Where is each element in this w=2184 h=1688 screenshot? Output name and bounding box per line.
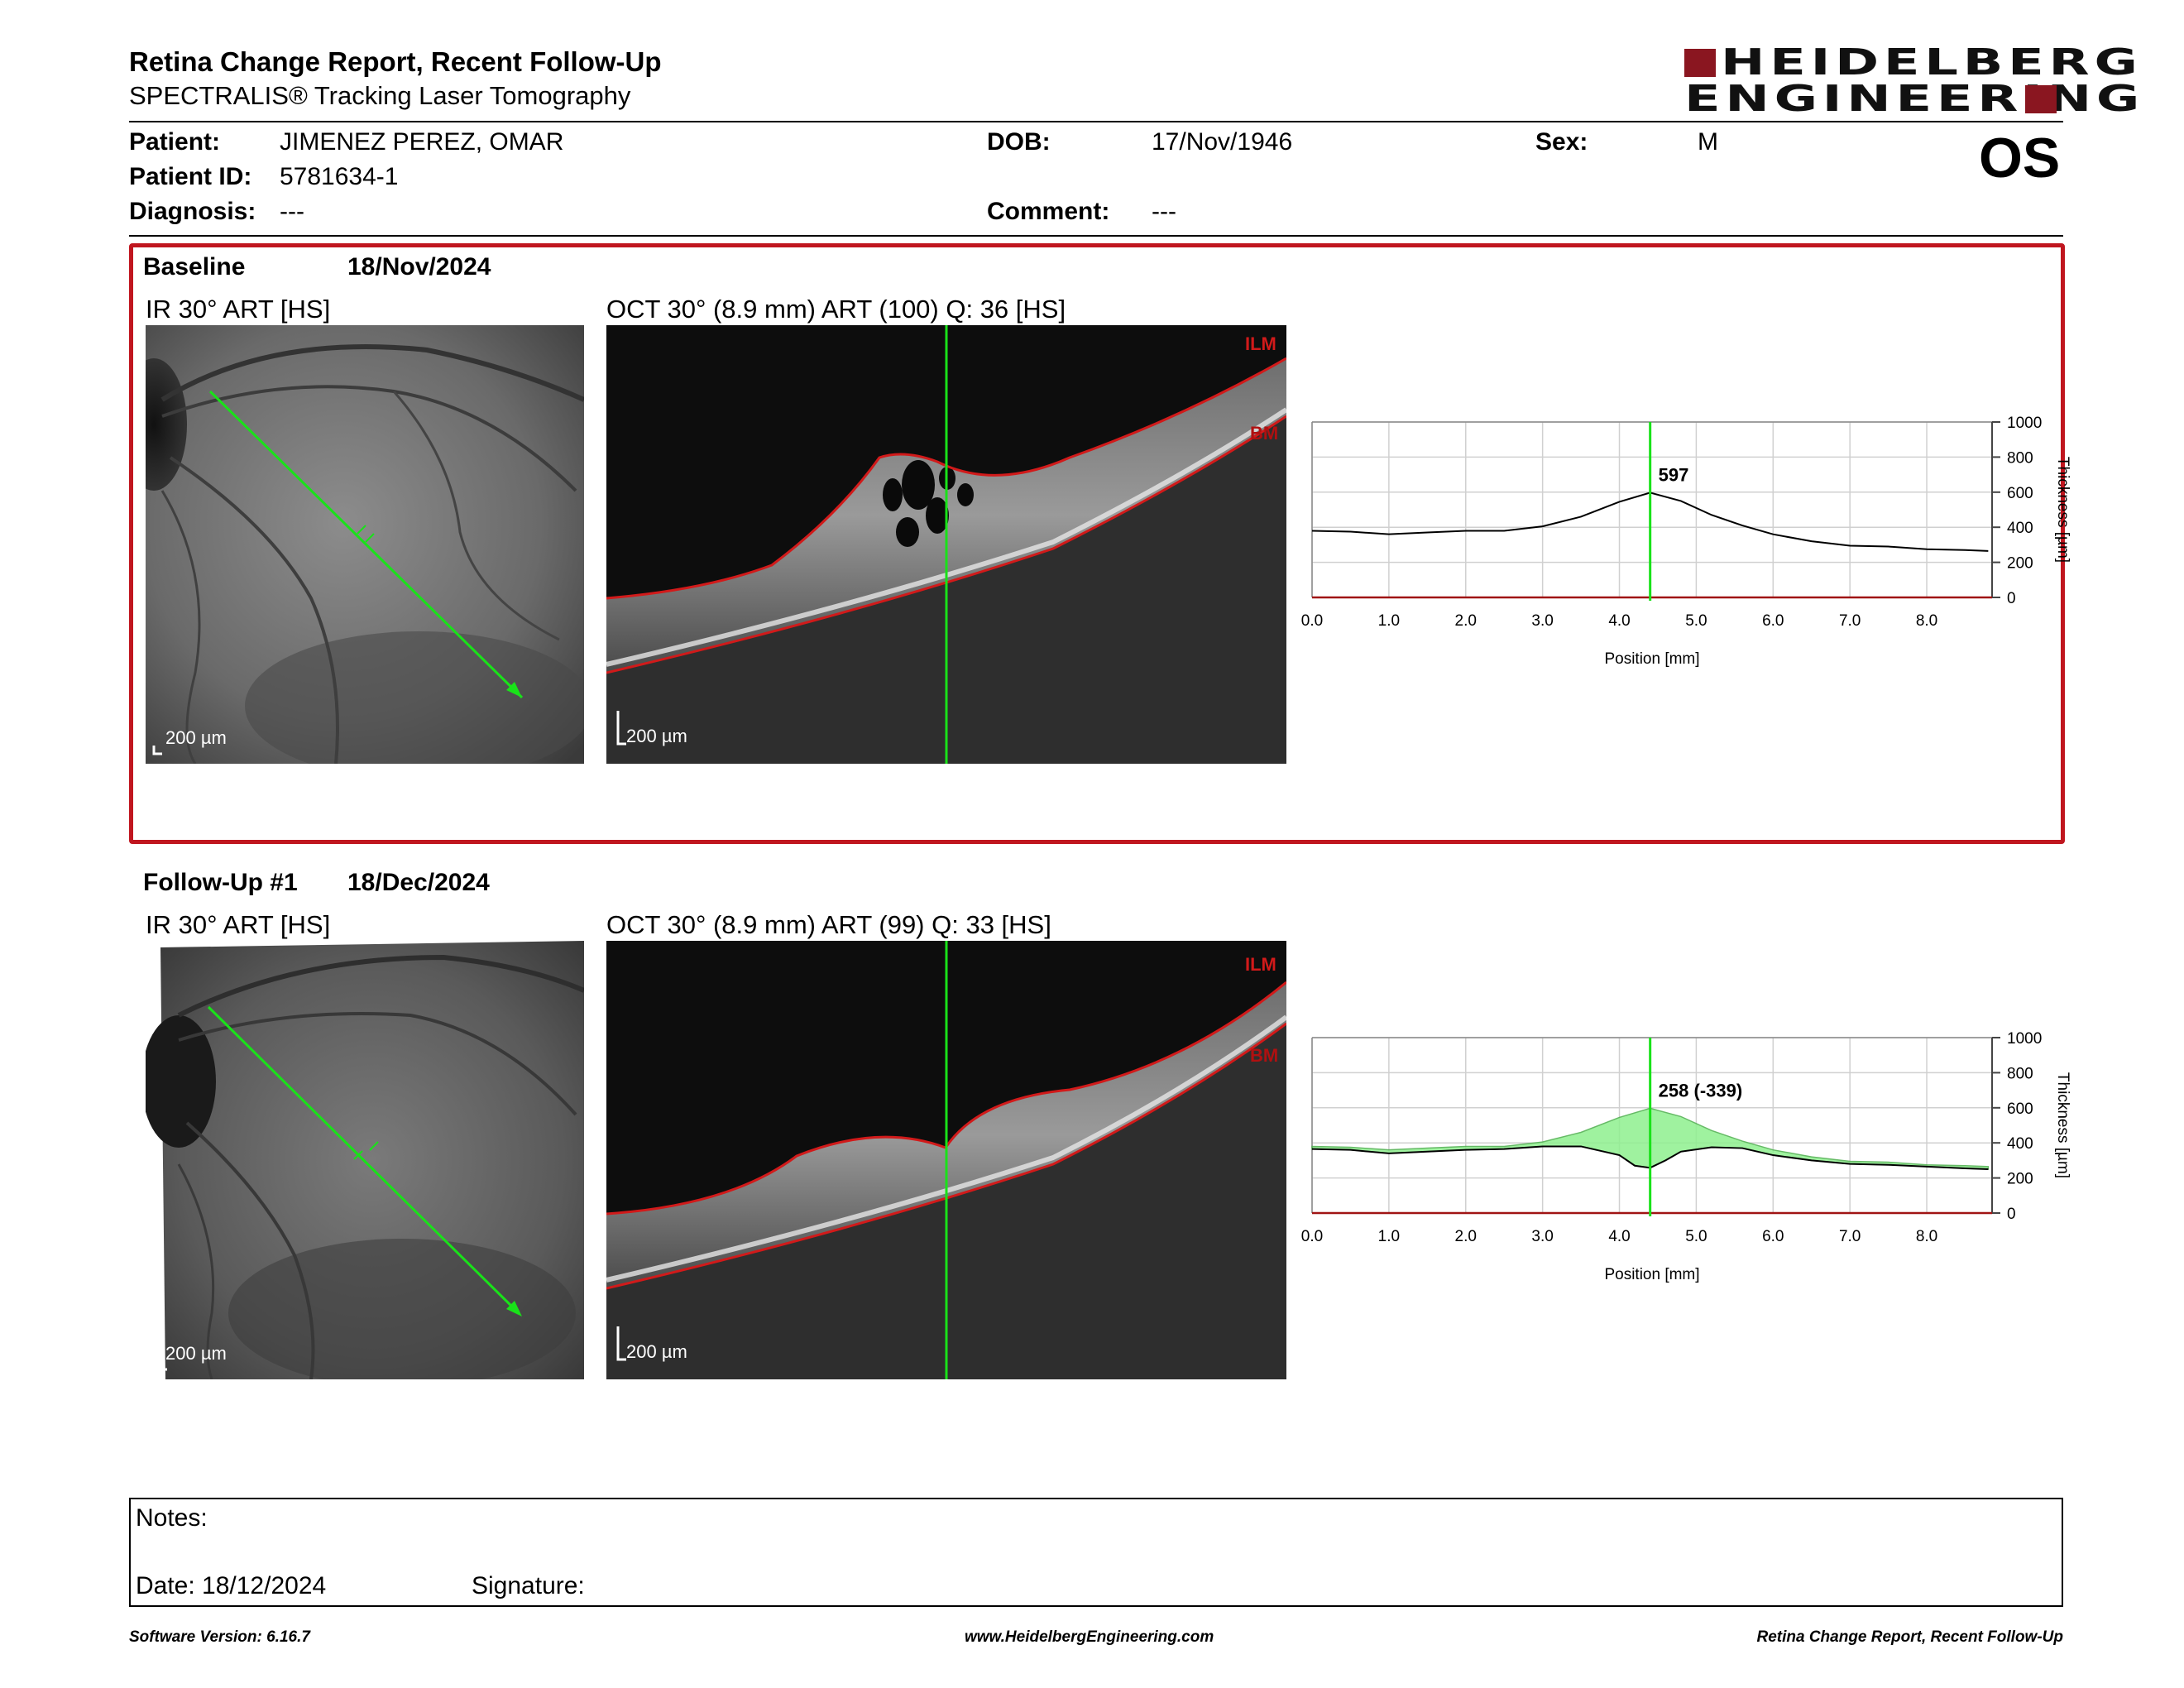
- notes-date: Date: 18/12/2024: [136, 1572, 327, 1599]
- followup-chart-x-tick-label: 1.0: [1378, 1228, 1400, 1245]
- followup-chart-y-tick-label: 1000: [2007, 1030, 2042, 1048]
- baseline-chart-x-tick-label: 7.0: [1839, 612, 1861, 630]
- followup-chart-y-tick-label: 400: [2007, 1135, 2033, 1153]
- logo-square-icon: [2025, 85, 2057, 113]
- signature-label: Signature:: [472, 1572, 585, 1599]
- followup-oct-title: OCT 30° (8.9 mm) ART (99) Q: 33 [HS]: [606, 910, 1051, 939]
- baseline-chart-y-tick-label: 600: [2007, 485, 2033, 502]
- followup-chart-x-tick-label: 8.0: [1916, 1228, 1937, 1245]
- followup-chart-y-tick-label: 200: [2007, 1171, 2033, 1188]
- baseline-oct-image: ILM BM 200 µm: [606, 325, 1286, 764]
- comment-label: Comment:: [987, 198, 1110, 225]
- followup-chart-x-tick-label: 7.0: [1839, 1228, 1861, 1245]
- baseline-ir-title: IR 30° ART [HS]: [146, 295, 331, 324]
- baseline-ir-image: 200 µm: [146, 325, 584, 764]
- baseline-chart-y-tick-label: 1000: [2007, 415, 2042, 432]
- patient-id: 5781634-1: [280, 163, 399, 190]
- software-version: Software Version: 6.16.7: [129, 1628, 310, 1646]
- followup-y-axis-label: Thickness [µm]: [2054, 1072, 2071, 1178]
- followup-chart-y-tick-label: 0: [2007, 1206, 2016, 1223]
- logo-line2: ENGINEERING: [1684, 78, 2145, 120]
- baseline-chart-x-tick-label: 8.0: [1916, 612, 1937, 630]
- followup-oct-image: ILM BM 200 µm: [606, 941, 1286, 1379]
- followup-chart-x-tick-label: 0.0: [1301, 1228, 1323, 1245]
- logo-line1: HEIDELBERG: [1721, 41, 2143, 84]
- followup-chart-x-tick-label: 2.0: [1455, 1228, 1477, 1245]
- baseline-x-axis-label: Position [mm]: [1604, 650, 1699, 668]
- followup-label: Follow-Up #1: [143, 869, 298, 896]
- baseline-chart-series-baseline: [1311, 492, 1989, 552]
- followup-chart-y-tick-label: 800: [2007, 1065, 2033, 1082]
- diagnosis-value: ---: [280, 198, 304, 225]
- patient-divider: [129, 235, 2063, 237]
- report-title: Retina Change Report, Recent Follow-Up: [129, 46, 662, 77]
- followup-date: 18/Dec/2024: [347, 869, 490, 896]
- baseline-chart-y-tick-label: 0: [2007, 590, 2016, 607]
- baseline-thickness-chart: 0.0 1.0 2.0 3.0 4.0 5.0 6.0 7.0 8.0 0 200 400 600 800…: [1301, 415, 2071, 668]
- patient-label: Patient:: [129, 128, 221, 156]
- followup-ir-image: 200 µm: [146, 941, 584, 1379]
- followup-chart-x-tick-label: 5.0: [1685, 1228, 1707, 1245]
- baseline-ir-scale: 200 µm: [165, 727, 227, 748]
- comment-value: ---: [1152, 198, 1176, 225]
- baseline-chart-x-tick-label: 3.0: [1531, 612, 1553, 630]
- followup-ir-scale: 200 µm: [165, 1343, 227, 1364]
- sex-label: Sex:: [1535, 128, 1588, 156]
- baseline-chart-x-tick-label: 0.0: [1301, 612, 1323, 630]
- followup-thickness-readout: 258 (-339): [1659, 1080, 1743, 1101]
- patient-name: JIMENEZ PEREZ, OMAR: [280, 128, 564, 156]
- baseline-date: 18/Nov/2024: [347, 253, 491, 281]
- dob-value: 17/Nov/1946: [1152, 128, 1293, 156]
- baseline-bm-label: BM: [1250, 423, 1278, 444]
- patient-id-label: Patient ID:: [129, 163, 252, 190]
- baseline-ilm-label: ILM: [1245, 333, 1276, 354]
- followup-chart-series-followup: [1311, 1145, 1989, 1170]
- baseline-chart-y-tick-label: 200: [2007, 555, 2033, 573]
- baseline-label: Baseline: [143, 253, 246, 281]
- followup-chart-x-tick-label: 3.0: [1531, 1228, 1553, 1245]
- baseline-frame: [129, 243, 2065, 844]
- followup-thickness-chart: 0.0 1.0 2.0 3.0 4.0 5.0 6.0 7.0 8.0 0 200 400 600 800…: [1301, 1030, 2071, 1283]
- baseline-oct-title: OCT 30° (8.9 mm) ART (100) Q: 36 [HS]: [606, 295, 1066, 324]
- baseline-chart-x-tick-label: 6.0: [1762, 612, 1784, 630]
- baseline-chart-y-tick-label: 800: [2007, 449, 2033, 467]
- website-link[interactable]: www.HeidelbergEngineering.com: [965, 1628, 1214, 1646]
- baseline-chart-x-tick-label: 2.0: [1455, 612, 1477, 630]
- dob-label: DOB:: [987, 128, 1051, 156]
- sex-value: M: [1698, 128, 1718, 156]
- notes-box[interactable]: [129, 1498, 2063, 1607]
- baseline-chart-x-tick-label: 5.0: [1685, 612, 1707, 630]
- baseline-chart-x-tick-label: 1.0: [1378, 612, 1400, 630]
- followup-chart-y-tick-label: 600: [2007, 1101, 2033, 1118]
- footer-report-name: Retina Change Report, Recent Follow-Up: [1756, 1628, 2063, 1646]
- baseline-oct-scale: 200 µm: [626, 726, 687, 746]
- header-divider: [129, 121, 2063, 122]
- logo-square-icon: [1684, 49, 1716, 77]
- notes-label: Notes:: [136, 1504, 208, 1532]
- diagnosis-label: Diagnosis:: [129, 198, 256, 225]
- followup-x-axis-label: Position [mm]: [1604, 1266, 1699, 1283]
- followup-oct-scale: 200 µm: [626, 1341, 687, 1362]
- eye-indicator: OS: [1979, 127, 2061, 189]
- baseline-chart-y-tick-label: 400: [2007, 520, 2033, 537]
- followup-bm-label: BM: [1250, 1045, 1278, 1066]
- followup-chart-x-tick-label: 4.0: [1608, 1228, 1630, 1245]
- baseline-thickness-readout: 597: [1659, 464, 1689, 485]
- followup-ilm-label: ILM: [1245, 954, 1276, 975]
- report-subtitle: SPECTRALIS® Tracking Laser Tomography: [129, 81, 631, 110]
- followup-ir-title: IR 30° ART [HS]: [146, 910, 331, 939]
- baseline-y-axis-label: Thickness [µm]: [2054, 457, 2071, 563]
- followup-chart-x-tick-label: 6.0: [1762, 1228, 1784, 1245]
- baseline-chart-x-tick-label: 4.0: [1608, 612, 1630, 630]
